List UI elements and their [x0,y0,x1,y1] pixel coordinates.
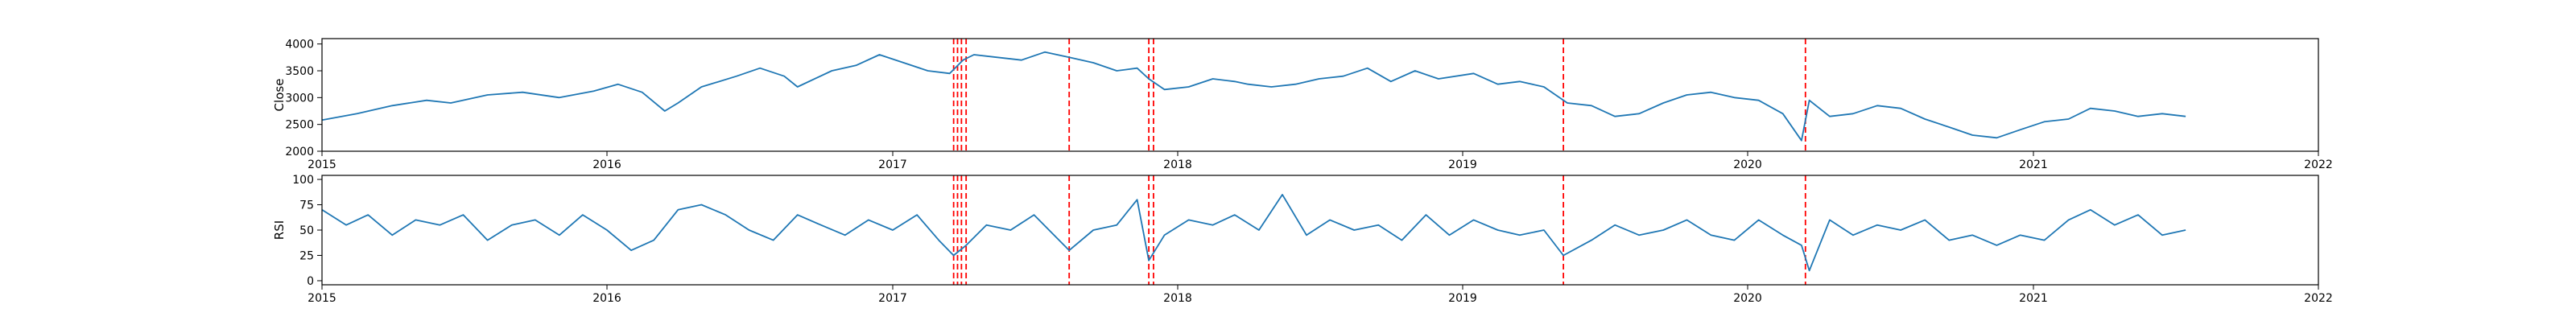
close-y-tick-label-0: 2000 [285,146,314,158]
rsi-y-tick-label-0: 0 [307,275,314,288]
rsi-axes-frame [321,175,2319,286]
close-y-tick-label-2: 3000 [285,92,314,105]
close-x-tick-label-7: 2022 [2304,158,2333,171]
rsi-x-tick-label-4: 2019 [1448,292,1477,305]
close-x-tick-label-4: 2019 [1448,158,1477,171]
rsi-x-tick-label-6: 2021 [2019,292,2048,305]
rsi-y-tick-label-2: 50 [299,224,314,237]
close-x-tick-label-3: 2018 [1163,158,1192,171]
close-y-axis-label: Close [272,79,287,112]
close-x-tick-label-6: 2021 [2019,158,2048,171]
close-series-line-0 [321,51,2186,142]
rsi-y-axis-label: RSI [272,220,287,240]
rsi-y-tick-label-1: 25 [299,249,314,262]
rsi-x-tick-label-3: 2018 [1163,292,1192,305]
rsi-x-tick-label-7: 2022 [2304,292,2333,305]
rsi-y-tick-label-3: 75 [299,200,314,212]
close-x-tick-label-1: 2016 [592,158,621,171]
rsi-x-tick-label-2: 2017 [878,292,907,305]
rsi-x-tick-label-1: 2016 [592,292,621,305]
close-x-tick-label-2: 2017 [878,158,907,171]
close-y-tick-label-4: 4000 [285,39,314,51]
close-axes-frame [321,38,2319,152]
rsi-y-tick-label-4: 100 [292,174,314,187]
rsi-x-tick-label-0: 2015 [308,292,336,305]
close-y-tick-label-3: 3500 [285,65,314,78]
close-y-tick-label-1: 2500 [285,119,314,132]
close-x-tick-label-0: 2015 [308,158,336,171]
close-x-tick-label-5: 2020 [1733,158,1762,171]
rsi-series-line-0 [321,193,2186,272]
rsi-x-tick-label-5: 2020 [1733,292,1762,305]
